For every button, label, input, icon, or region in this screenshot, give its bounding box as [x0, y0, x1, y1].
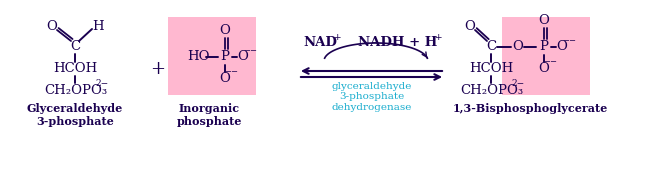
Text: NADH + H: NADH + H — [359, 36, 438, 50]
Text: O: O — [220, 73, 230, 85]
Text: −−: −− — [243, 47, 257, 55]
Text: −−: −− — [562, 37, 576, 45]
Text: NAD: NAD — [303, 36, 337, 50]
Text: −−: −− — [543, 58, 557, 66]
Text: Glyceraldehyde
3-phosphate: Glyceraldehyde 3-phosphate — [27, 103, 123, 127]
Text: P: P — [220, 51, 230, 64]
Text: CH₂OPO₃: CH₂OPO₃ — [461, 83, 524, 97]
Text: H: H — [92, 20, 104, 33]
Text: O: O — [465, 20, 476, 33]
Bar — [168, 17, 256, 95]
Text: +: + — [434, 33, 442, 42]
Text: HCOH: HCOH — [53, 63, 97, 75]
Text: C: C — [70, 41, 80, 53]
Bar — [502, 17, 590, 95]
Text: 2−: 2− — [95, 79, 109, 88]
Text: O: O — [538, 14, 549, 27]
Text: O: O — [47, 20, 57, 33]
Text: O: O — [557, 41, 567, 53]
Text: O: O — [513, 41, 523, 53]
Text: O: O — [220, 25, 230, 37]
Text: O: O — [538, 63, 549, 75]
Text: glyceraldehyde
3-phosphate
dehydrogenase: glyceraldehyde 3-phosphate dehydrogenase — [332, 82, 412, 112]
Text: O: O — [238, 51, 249, 64]
Text: −−: −− — [224, 68, 238, 76]
Text: HO: HO — [187, 51, 209, 64]
Text: 1,3-Bisphosphoglycerate: 1,3-Bisphosphoglycerate — [453, 103, 607, 114]
Text: Inorganic
phosphate: Inorganic phosphate — [176, 103, 241, 127]
Text: C: C — [486, 41, 496, 53]
Text: P: P — [540, 41, 549, 53]
Text: 2−: 2− — [511, 79, 524, 88]
Text: +: + — [151, 60, 166, 78]
Text: +: + — [333, 33, 341, 42]
Text: CH₂OPO₃: CH₂OPO₃ — [45, 83, 107, 97]
Text: HCOH: HCOH — [469, 63, 513, 75]
